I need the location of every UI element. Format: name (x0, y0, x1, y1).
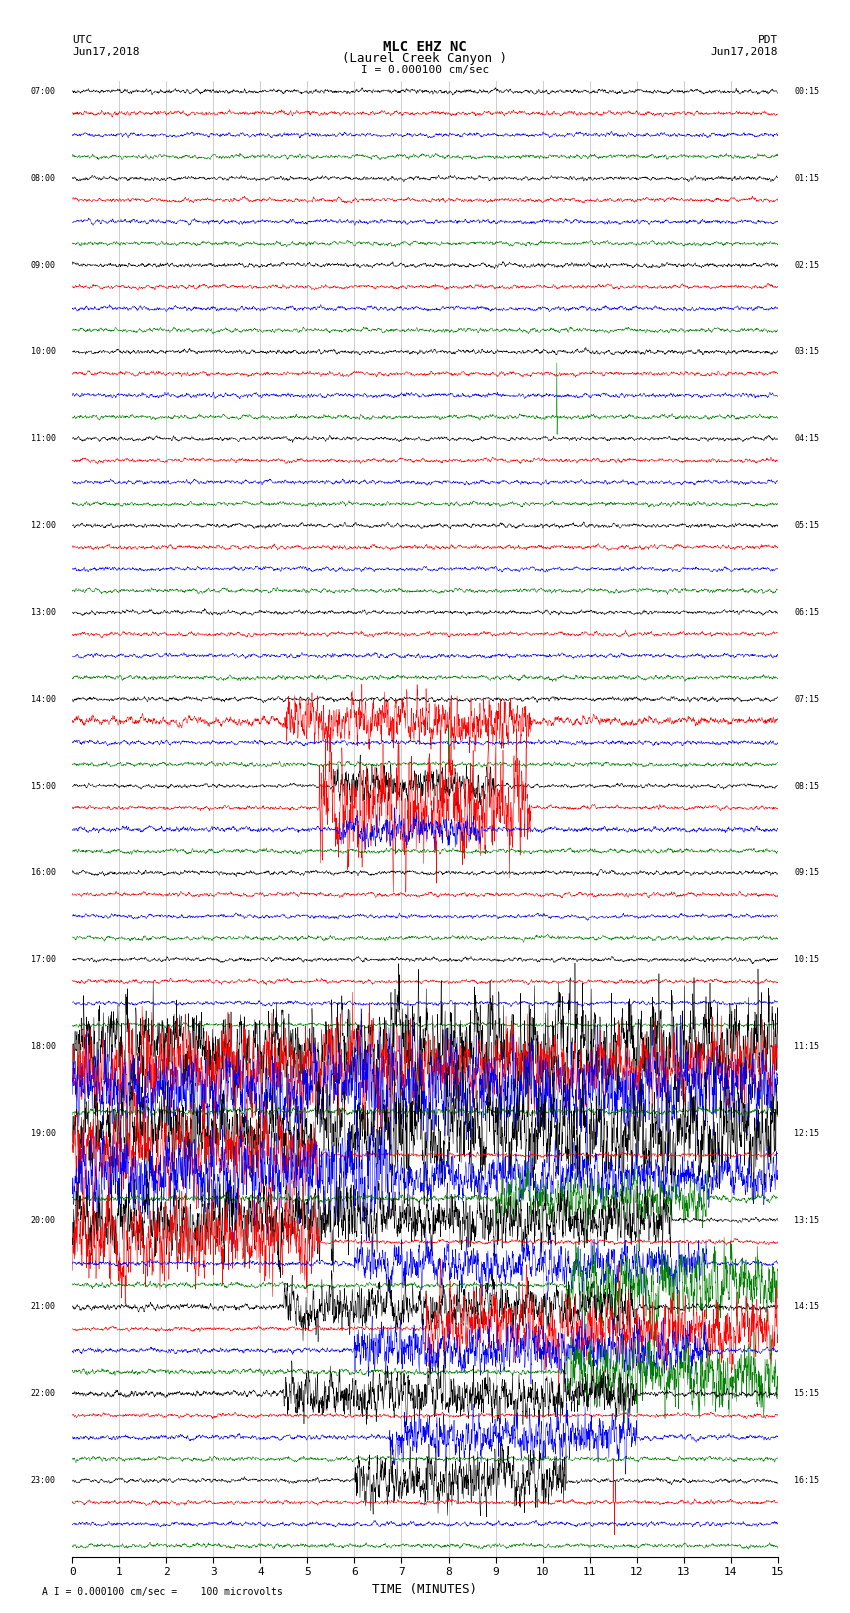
Text: 03:15: 03:15 (794, 347, 819, 356)
Text: 08:00: 08:00 (31, 174, 56, 182)
Text: 00:15: 00:15 (794, 87, 819, 97)
Text: 15:15: 15:15 (794, 1389, 819, 1398)
Text: PDT: PDT (757, 35, 778, 45)
Text: 18:00: 18:00 (31, 1042, 56, 1052)
Text: 14:00: 14:00 (31, 695, 56, 703)
Text: 10:15: 10:15 (794, 955, 819, 965)
Text: 06:15: 06:15 (794, 608, 819, 616)
Text: (Laurel Creek Canyon ): (Laurel Creek Canyon ) (343, 52, 507, 65)
Text: 19:00: 19:00 (31, 1129, 56, 1137)
Text: 10:00: 10:00 (31, 347, 56, 356)
Text: 01:15: 01:15 (794, 174, 819, 182)
Text: 05:15: 05:15 (794, 521, 819, 531)
Text: 13:00: 13:00 (31, 608, 56, 616)
Text: 15:00: 15:00 (31, 782, 56, 790)
Text: 08:15: 08:15 (794, 782, 819, 790)
Text: 12:00: 12:00 (31, 521, 56, 531)
Text: 02:15: 02:15 (794, 261, 819, 269)
Text: Jun17,2018: Jun17,2018 (72, 47, 139, 56)
Text: 22:00: 22:00 (31, 1389, 56, 1398)
Text: 07:15: 07:15 (794, 695, 819, 703)
X-axis label: TIME (MINUTES): TIME (MINUTES) (372, 1582, 478, 1595)
Text: UTC: UTC (72, 35, 93, 45)
Text: 11:00: 11:00 (31, 434, 56, 444)
Text: 09:00: 09:00 (31, 261, 56, 269)
Text: Jun17,2018: Jun17,2018 (711, 47, 778, 56)
Text: 16:00: 16:00 (31, 868, 56, 877)
Text: 17:00: 17:00 (31, 955, 56, 965)
Text: 04:15: 04:15 (794, 434, 819, 444)
Text: 20:00: 20:00 (31, 1216, 56, 1224)
Text: 11:15: 11:15 (794, 1042, 819, 1052)
Text: MLC EHZ NC: MLC EHZ NC (383, 40, 467, 55)
Text: 13:15: 13:15 (794, 1216, 819, 1224)
Text: 07:00: 07:00 (31, 87, 56, 97)
Text: I = 0.000100 cm/sec: I = 0.000100 cm/sec (361, 65, 489, 74)
Text: 23:00: 23:00 (31, 1476, 56, 1486)
Text: 16:15: 16:15 (794, 1476, 819, 1486)
Text: 21:00: 21:00 (31, 1302, 56, 1311)
Text: 14:15: 14:15 (794, 1302, 819, 1311)
Text: A I = 0.000100 cm/sec =    100 microvolts: A I = 0.000100 cm/sec = 100 microvolts (42, 1587, 283, 1597)
Text: 12:15: 12:15 (794, 1129, 819, 1137)
Text: 09:15: 09:15 (794, 868, 819, 877)
